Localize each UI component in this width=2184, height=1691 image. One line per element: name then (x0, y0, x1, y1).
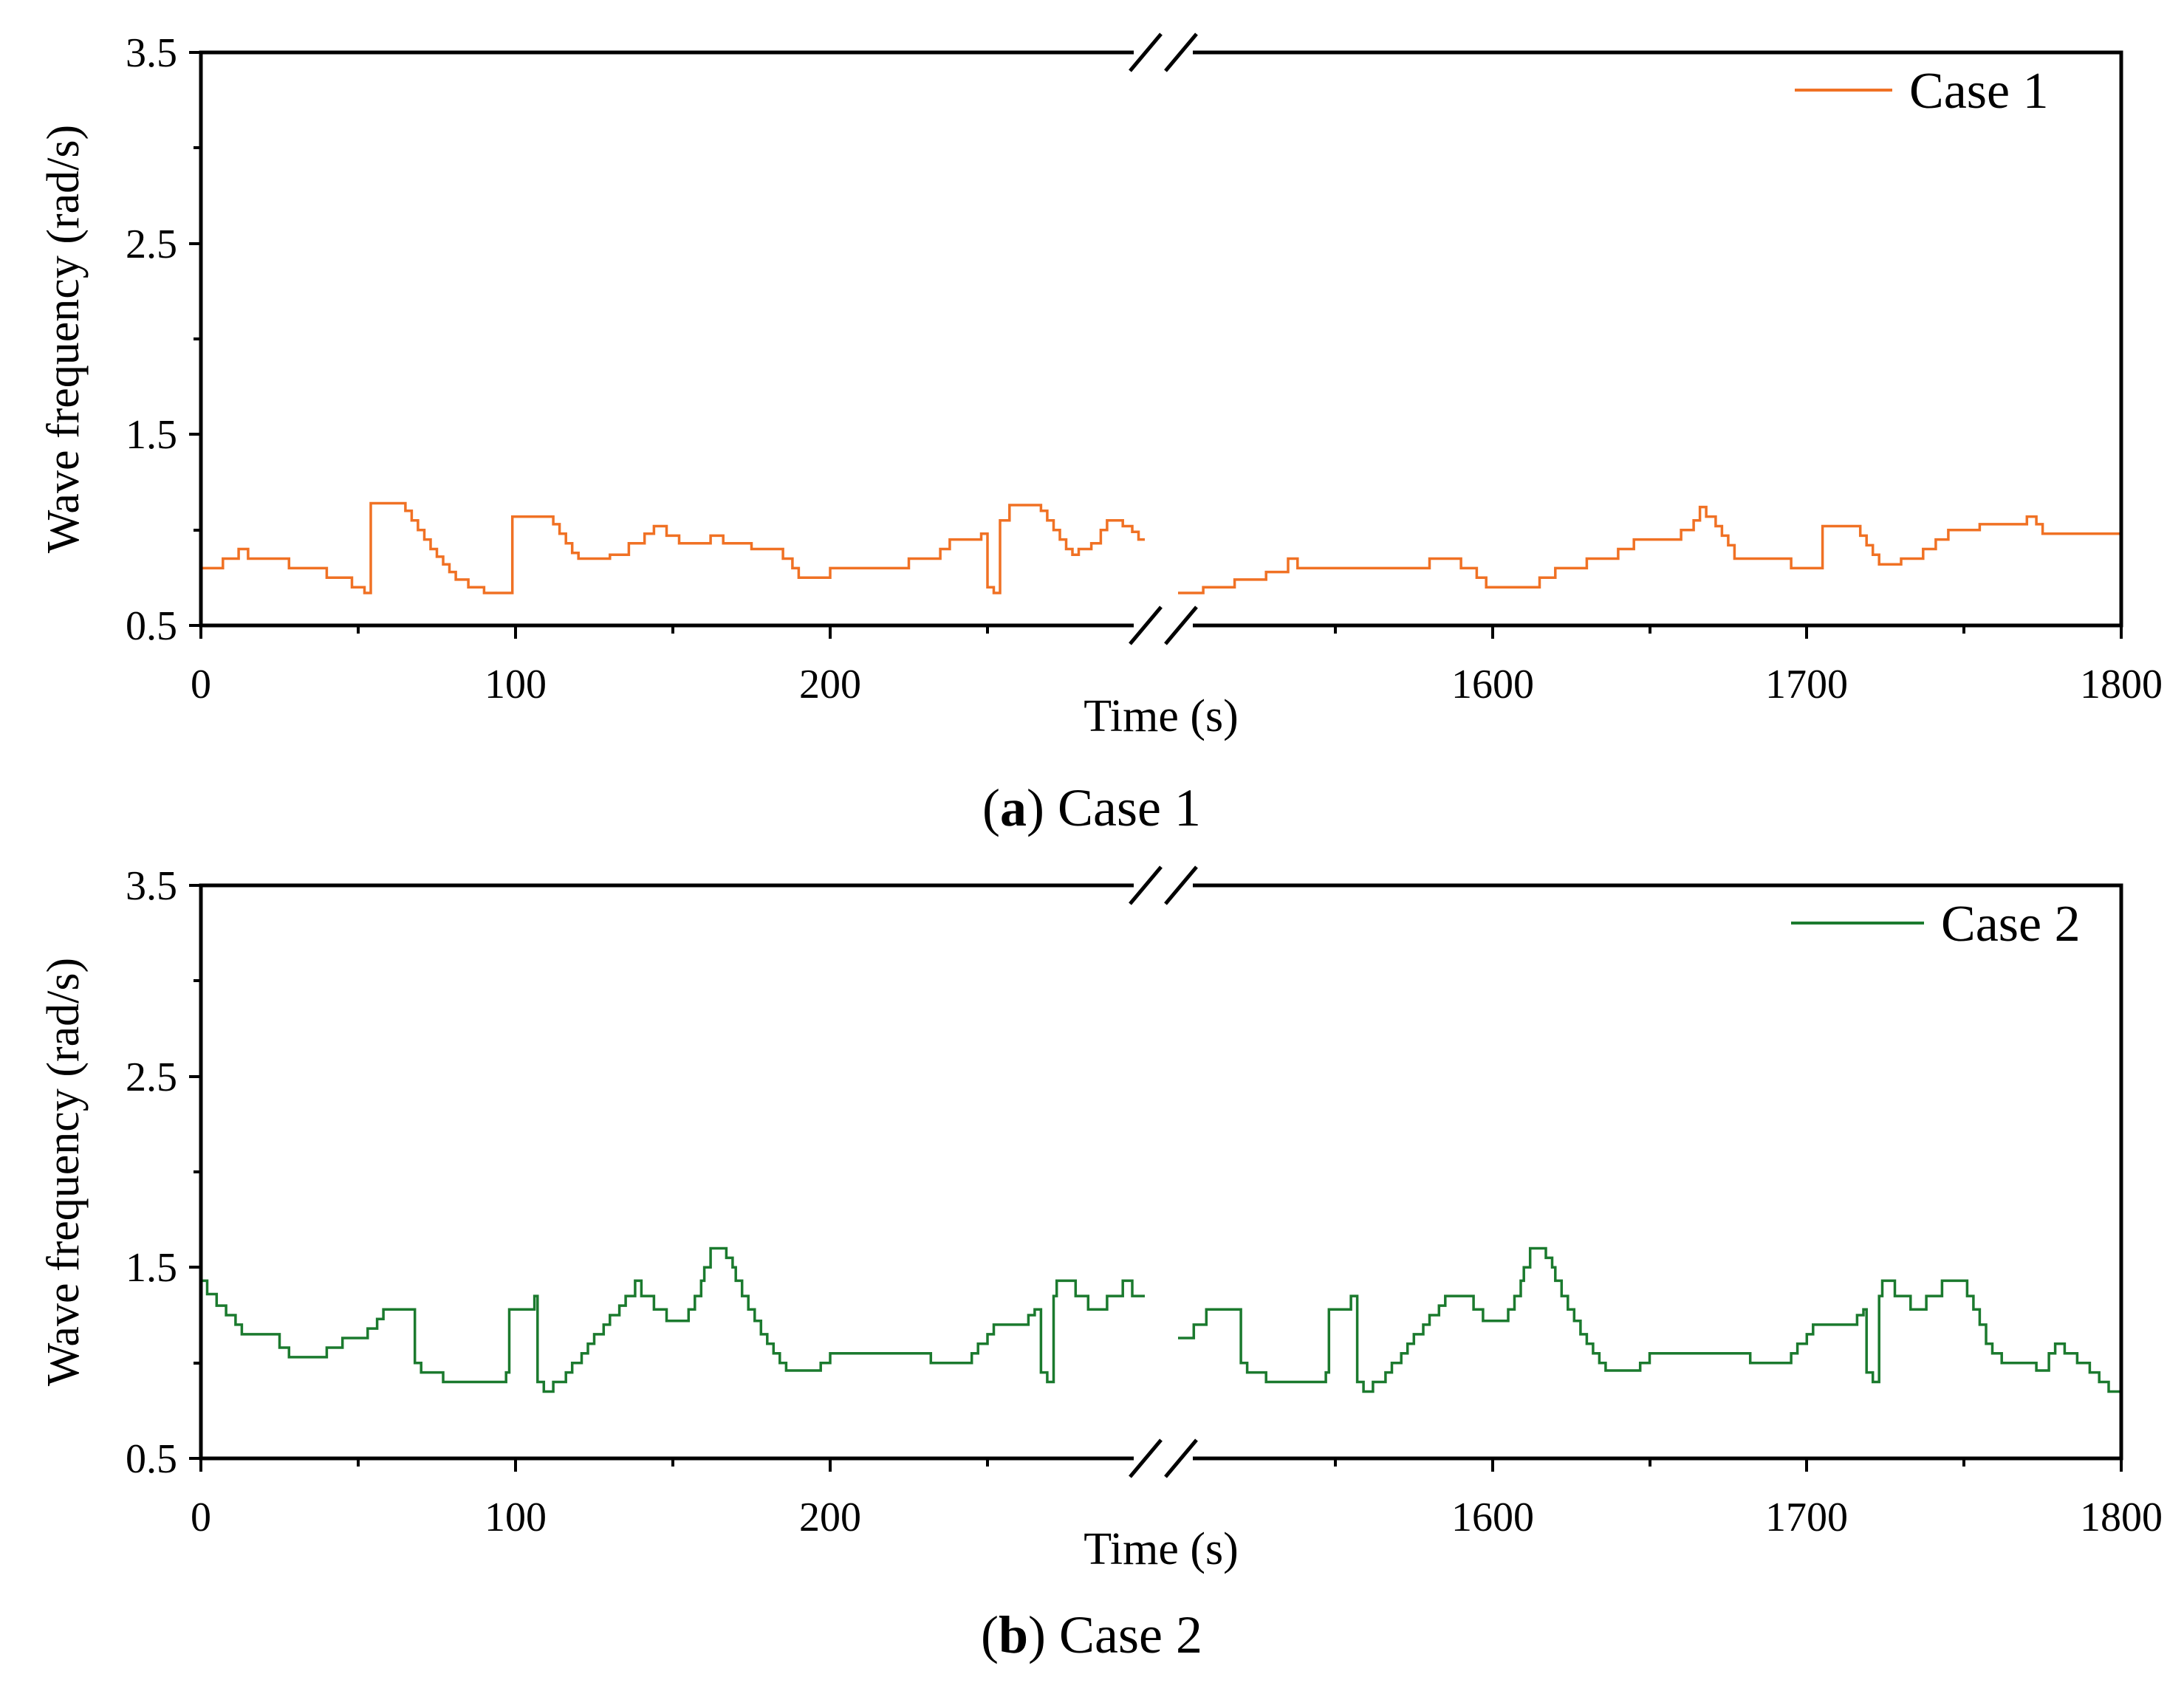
y-axis-title: Wave frequency (rad/s) (38, 958, 89, 1386)
x-ticks (199, 1458, 2123, 1472)
series-line-case-1-segment-1 (201, 501, 1145, 594)
x-tick-label: 1600 (1451, 1495, 1534, 1540)
x-tick-label: 1700 (1765, 662, 1848, 707)
series-line-case-2-segment-2 (1178, 1246, 2121, 1393)
caption-letter: b (999, 1605, 1028, 1664)
caption-open-paren: ( (982, 778, 1000, 837)
caption-text: ) Case 2 (1028, 1605, 1202, 1664)
axis-break-gap-bottom (1134, 616, 1193, 635)
caption-open-paren: ( (981, 1605, 999, 1664)
axis-break-slash (1164, 32, 1198, 72)
x-tick-label: 1600 (1451, 662, 1534, 707)
y-tick-label: 0.5 (126, 1436, 177, 1482)
x-tick-label: 200 (799, 662, 861, 707)
series-layer (201, 1246, 2121, 1393)
x-tick-label: 200 (799, 1495, 861, 1540)
x-tick-label: 0 (191, 1495, 211, 1540)
y-ticks (189, 51, 201, 627)
x-axis-title: Time (s) (1084, 691, 1239, 741)
axis-break-slash (1129, 1438, 1163, 1478)
axis-break-slash (1129, 865, 1163, 905)
axis-break-slash (1129, 606, 1163, 645)
axis-break-gap-top (1134, 43, 1193, 62)
x-tick-label: 1700 (1765, 1495, 1848, 1540)
y-tick-label: 1.5 (126, 412, 177, 458)
y-ticks (189, 884, 201, 1460)
axis-break-slash (1129, 32, 1163, 72)
x-tick-label: 1800 (2080, 1495, 2163, 1540)
series-line-case-1-segment-2 (1178, 505, 2121, 594)
x-tick-label: 0 (191, 662, 211, 707)
x-tick-label: 100 (485, 1495, 547, 1540)
plot-frame (199, 883, 2123, 1461)
x-ticks (199, 625, 2123, 639)
chart-case-1: 0.5 1.5 2.5 3.5 0 100 200 1600 1700 1800… (38, 30, 2163, 837)
axis-break-gap-bottom (1134, 1449, 1193, 1468)
axis-break-slash (1164, 865, 1198, 905)
x-tick-label: 100 (485, 662, 547, 707)
axis-break-gap-top (1134, 876, 1193, 895)
caption-text: ) Case 1 (1027, 778, 1201, 837)
x-axis-title: Time (s) (1084, 1524, 1239, 1574)
caption-letter: a (1000, 778, 1027, 837)
chart-case-2: 0.5 1.5 2.5 3.5 0 100 200 1600 1700 1800… (38, 863, 2163, 1664)
legend-label: Case 1 (1909, 63, 2049, 120)
plot-frame (199, 50, 2123, 628)
figure-caption: (b) Case 2 (981, 1605, 1202, 1664)
figure-caption: (a) Case 1 (982, 778, 1201, 837)
x-tick-label: 1800 (2080, 662, 2163, 707)
y-tick-label: 0.5 (126, 603, 177, 649)
axis-break-slash (1164, 1438, 1198, 1478)
y-tick-label: 2.5 (126, 222, 177, 267)
series-layer (201, 501, 2121, 594)
legend-label: Case 2 (1941, 896, 2081, 953)
y-tick-label: 3.5 (126, 863, 177, 909)
y-tick-label: 1.5 (126, 1245, 177, 1291)
series-line-case-2-segment-1 (201, 1246, 1145, 1393)
y-tick-label: 3.5 (126, 30, 177, 76)
y-axis-title: Wave frequency (rad/s) (38, 125, 89, 553)
axis-break-slash (1164, 606, 1198, 645)
y-tick-label: 2.5 (126, 1054, 177, 1100)
